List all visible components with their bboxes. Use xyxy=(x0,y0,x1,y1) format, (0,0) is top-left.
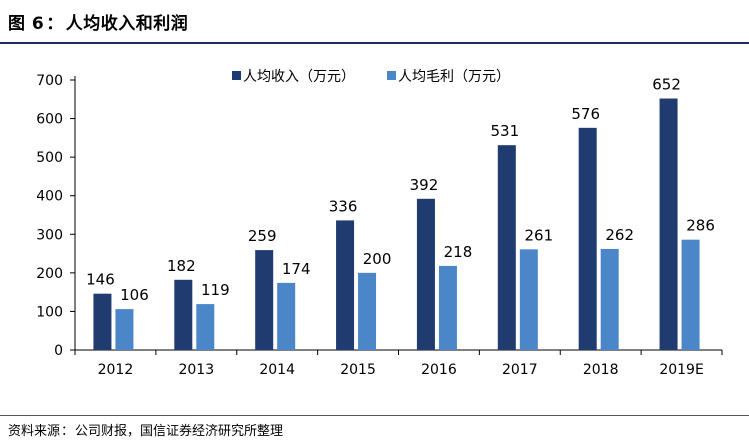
bar-profit xyxy=(681,239,700,350)
x-tick-label: 2018 xyxy=(583,362,619,378)
bar-income xyxy=(416,198,435,350)
bar-income xyxy=(336,220,355,350)
source-label: 资料来源 xyxy=(8,424,61,439)
data-label-profit: 174 xyxy=(282,260,311,278)
data-label-income: 336 xyxy=(329,197,358,215)
bar-profit xyxy=(438,265,457,350)
bar-income xyxy=(578,127,597,350)
bar-profit xyxy=(277,282,296,350)
data-label-income: 531 xyxy=(490,122,519,140)
y-tick-label: 100 xyxy=(36,304,63,320)
bar-income xyxy=(174,279,193,350)
y-tick-label: 200 xyxy=(36,266,63,282)
figure-label: 图 6 xyxy=(8,13,45,34)
figure-title: 图 6：人均收入和利润 xyxy=(0,0,749,44)
legend-label-income: 人均收入（万元） xyxy=(243,69,355,85)
y-tick-label: 0 xyxy=(54,343,63,359)
source-note: 资料来源：公司财报，国信证券经济研究所整理 xyxy=(0,415,749,443)
x-tick-label: 2017 xyxy=(502,362,538,378)
x-tick-label: 2012 xyxy=(98,362,134,378)
title-separator: ： xyxy=(46,13,64,34)
data-label-profit: 200 xyxy=(363,250,392,268)
data-label-profit: 218 xyxy=(444,243,473,261)
y-tick-label: 600 xyxy=(36,112,63,128)
y-tick-label: 700 xyxy=(36,73,63,89)
data-label-income: 392 xyxy=(410,176,439,194)
bar-income xyxy=(497,145,516,350)
x-tick-label: 2014 xyxy=(259,362,295,378)
bar-profit xyxy=(115,309,134,350)
x-tick-label: 2019E xyxy=(659,362,703,378)
x-tick-label: 2016 xyxy=(421,362,457,378)
bar-profit xyxy=(519,249,538,350)
data-label-income: 652 xyxy=(652,76,681,94)
source-text: 公司财报，国信证券经济研究所整理 xyxy=(75,424,284,439)
legend-swatch-profit xyxy=(387,71,396,80)
figure-title-text: 人均收入和利润 xyxy=(65,13,189,34)
x-tick-label: 2013 xyxy=(178,362,214,378)
bar-profit xyxy=(196,304,215,350)
source-separator: ： xyxy=(61,424,75,439)
bar-profit xyxy=(358,272,377,350)
y-tick-label: 500 xyxy=(36,150,63,166)
y-tick-label: 300 xyxy=(36,227,63,243)
data-label-profit: 262 xyxy=(605,226,634,244)
data-label-income: 146 xyxy=(86,271,115,289)
data-label-profit: 286 xyxy=(686,217,715,235)
x-tick-label: 2015 xyxy=(340,362,376,378)
chart-container: 0 100 200 300 400 500 600 700 2012 2013 2014 2015 20… xyxy=(0,44,749,414)
bar-income xyxy=(659,98,678,350)
y-tick-label: 400 xyxy=(36,189,63,205)
legend-swatch-income xyxy=(232,71,241,80)
data-label-income: 259 xyxy=(248,227,277,245)
bar-income xyxy=(255,250,274,350)
data-label-profit: 119 xyxy=(201,281,230,299)
legend-label-profit: 人均毛利（万元） xyxy=(398,69,510,85)
bar-chart: 0 100 200 300 400 500 600 700 2012 2013 2014 2015 20… xyxy=(36,69,723,378)
data-label-income: 576 xyxy=(571,105,600,123)
data-label-income: 182 xyxy=(167,257,196,275)
bar-income xyxy=(93,293,112,350)
data-label-profit: 106 xyxy=(120,286,149,304)
data-label-profit: 261 xyxy=(524,226,553,244)
bar-profit xyxy=(600,248,619,350)
